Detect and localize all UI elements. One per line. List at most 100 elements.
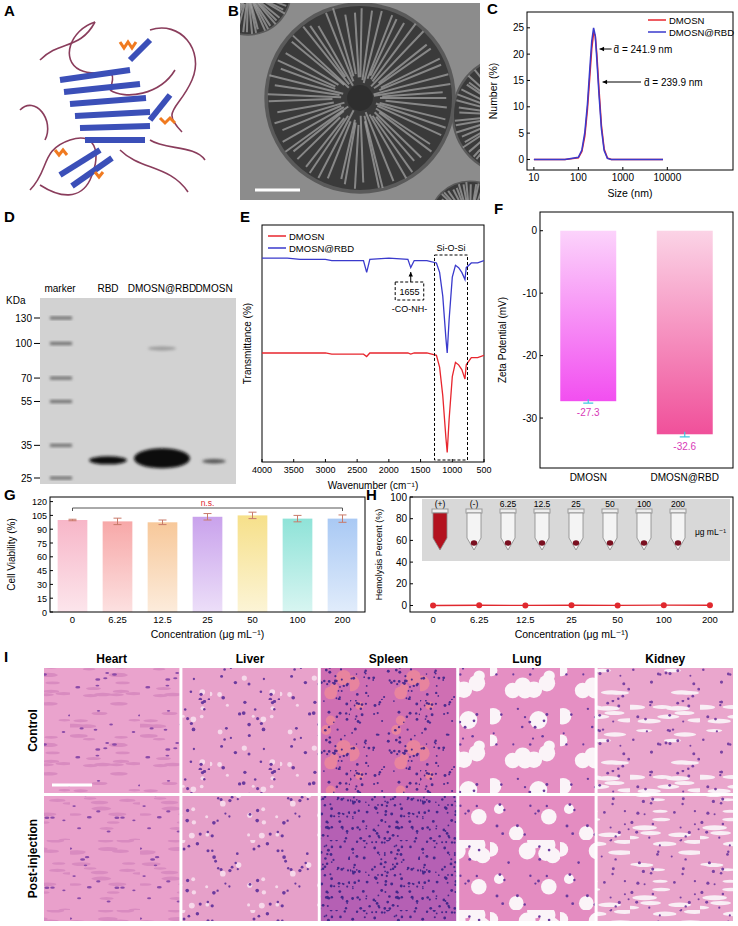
band-dmosn-rbd bbox=[134, 448, 190, 468]
x-tick-label: 200 bbox=[335, 614, 351, 625]
particle-halo bbox=[452, 55, 480, 176]
scale-bar bbox=[52, 784, 92, 787]
data-label: -32.6 bbox=[673, 441, 696, 452]
particle-halo bbox=[264, 3, 455, 194]
particle-core bbox=[347, 85, 373, 111]
data-label: -27.3 bbox=[577, 407, 600, 418]
y-axis-title: Zeta Potential (mV) bbox=[497, 297, 508, 383]
marker bbox=[522, 602, 528, 608]
bar bbox=[657, 231, 713, 435]
pore-channel bbox=[472, 188, 480, 200]
error-bar bbox=[114, 518, 122, 524]
lane-label: DMOSN@RBD bbox=[128, 283, 197, 294]
y-tick-label: 105 bbox=[32, 511, 47, 521]
inset-label: (-) bbox=[470, 499, 479, 509]
panel-letter: B bbox=[228, 2, 239, 19]
x-tick-label: 25 bbox=[202, 614, 213, 625]
beta-sheet bbox=[130, 40, 150, 60]
legend-swatch bbox=[648, 31, 666, 33]
beta-sheet bbox=[72, 158, 112, 186]
y-tick bbox=[50, 584, 53, 585]
x-tick bbox=[667, 167, 668, 170]
dashed-box bbox=[395, 282, 424, 300]
ladder-band bbox=[50, 477, 72, 480]
y-tick bbox=[527, 80, 530, 81]
panel-letter: G bbox=[4, 486, 16, 503]
scale-bar bbox=[255, 189, 300, 192]
x-tick-label: 50 bbox=[612, 614, 623, 625]
annotation: Si-O-Si bbox=[437, 243, 466, 253]
y-tick-label: -10 bbox=[523, 288, 538, 299]
inset-label: 12.5 bbox=[534, 499, 551, 509]
x-axis-title: Size (nm) bbox=[608, 187, 653, 199]
pore-channel bbox=[469, 184, 472, 200]
plot-frame bbox=[262, 225, 484, 462]
chart-dls: 101001000100000510152025Size (nm)Number … bbox=[487, 12, 734, 199]
y-tick-label: 90 bbox=[37, 525, 47, 535]
inset-label: 25 bbox=[571, 499, 581, 509]
tube-cap bbox=[534, 509, 550, 513]
arrow-head bbox=[409, 272, 413, 277]
panel-letter: A bbox=[4, 2, 15, 19]
pore-channel bbox=[240, 3, 241, 22]
y-tick bbox=[540, 293, 543, 294]
inset-label: 200 bbox=[671, 499, 685, 509]
pore-channel bbox=[374, 84, 450, 96]
panel-letter: I bbox=[4, 648, 8, 665]
y-tick-label: -30 bbox=[523, 413, 538, 424]
y-tick-label: 0 bbox=[518, 154, 524, 165]
beta-sheet bbox=[85, 137, 145, 143]
x-tick-label: 200 bbox=[702, 614, 718, 625]
y-tick-label: 40 bbox=[396, 557, 408, 568]
tube bbox=[569, 513, 583, 550]
significance-bracket bbox=[73, 508, 343, 511]
y-tick-label: 80 bbox=[396, 513, 408, 524]
rbc-pellet bbox=[573, 540, 579, 546]
pore-channel bbox=[278, 60, 336, 86]
pore-channel bbox=[476, 196, 480, 200]
bar bbox=[560, 231, 616, 401]
bar-group bbox=[58, 512, 358, 612]
pore-channel bbox=[240, 3, 241, 8]
column-header: Heart bbox=[96, 652, 127, 666]
pore-channel bbox=[381, 59, 440, 88]
plot-frame bbox=[410, 497, 733, 612]
y-tick bbox=[50, 598, 53, 599]
y-tick-label: 0 bbox=[531, 225, 537, 236]
particle bbox=[454, 57, 480, 173]
beta-sheet bbox=[60, 70, 130, 80]
y-tick bbox=[527, 27, 530, 28]
histology-grid: HeartLiverSpleenLungKidneyControlPost-in… bbox=[26, 652, 733, 921]
pore-channel bbox=[474, 190, 480, 200]
y-tick bbox=[50, 529, 53, 530]
pore-channel bbox=[240, 3, 242, 24]
y-tick-label: 25 bbox=[513, 22, 525, 33]
tube bbox=[535, 513, 549, 550]
y-tick-label: 60 bbox=[396, 535, 408, 546]
pore-channel bbox=[469, 82, 480, 108]
coil bbox=[30, 138, 96, 195]
x-tick-label: 2000 bbox=[379, 465, 399, 475]
rbc-pellet bbox=[539, 540, 545, 546]
y-tick bbox=[540, 418, 543, 419]
x-tick-label: 10 bbox=[528, 172, 540, 183]
ladder-band bbox=[50, 342, 72, 345]
pore-channel bbox=[459, 112, 480, 114]
y-tick bbox=[50, 570, 53, 571]
pore-channel bbox=[249, 3, 252, 34]
tissue-image bbox=[44, 796, 179, 921]
bar bbox=[328, 519, 358, 612]
annotation: -CO-NH- bbox=[392, 304, 428, 314]
y-tick-label: 20 bbox=[396, 578, 408, 589]
coil bbox=[40, 22, 95, 60]
annotation: d̄ = 239.9 nm bbox=[644, 77, 703, 88]
beta-sheet bbox=[80, 126, 150, 128]
x-tick bbox=[262, 459, 263, 462]
bar-group bbox=[560, 231, 712, 437]
arrow-head bbox=[603, 80, 608, 84]
pore-channel bbox=[456, 117, 480, 125]
y-tick-label: 20 bbox=[513, 49, 525, 60]
column-header: Kidney bbox=[645, 652, 685, 666]
tube bbox=[671, 513, 685, 550]
inset-label: (+) bbox=[435, 499, 446, 509]
